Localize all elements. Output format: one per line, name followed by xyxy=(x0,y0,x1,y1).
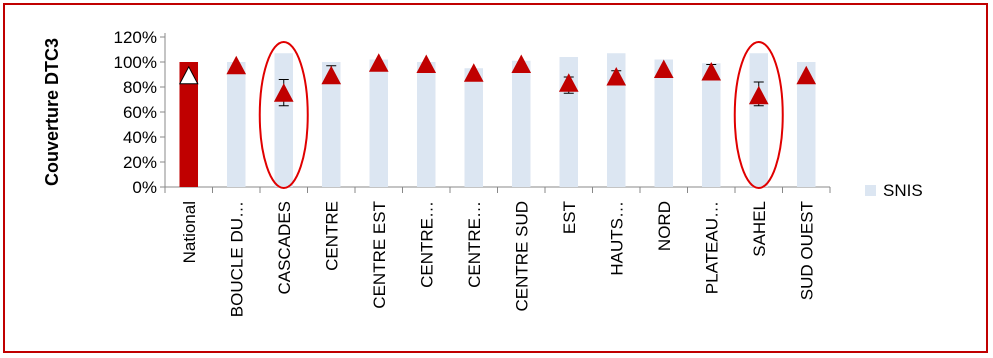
x-category-label: CASCADES xyxy=(275,201,294,295)
marker-triangle xyxy=(796,65,817,85)
marker-triangle xyxy=(558,73,579,92)
y-tick-label: 120% xyxy=(114,28,157,47)
x-category-label: SUD OUEST xyxy=(797,201,816,300)
bar-boucle-du xyxy=(226,62,246,187)
x-category-label: CENTRE xyxy=(322,201,341,271)
marker-triangle xyxy=(273,83,294,102)
bar-centre-est xyxy=(369,59,389,187)
x-category-label: National xyxy=(180,201,199,263)
x-category-label: BOUCLE DU… xyxy=(227,201,246,317)
x-category-label: EST xyxy=(560,201,579,234)
x-category-label: NORD xyxy=(655,201,674,251)
marker-triangle xyxy=(511,54,532,74)
bar-centre-sud xyxy=(511,60,531,187)
marker-triangle xyxy=(178,65,199,85)
bar-centre xyxy=(464,68,484,187)
marker-triangle xyxy=(463,63,484,82)
bar-plateau xyxy=(701,63,721,187)
x-category-label: CENTRE… xyxy=(417,201,436,288)
y-axis-label: Couverture DTC3 xyxy=(42,38,62,186)
y-tick-label: 60% xyxy=(123,103,157,122)
x-category-label: SAHEL xyxy=(750,201,769,257)
y-tick-label: 80% xyxy=(123,78,157,97)
x-category-label: CENTRE EST xyxy=(370,201,389,309)
bar-sud-ouest xyxy=(796,62,816,187)
y-tick-label: 40% xyxy=(123,128,157,147)
highlight-ellipse xyxy=(733,41,784,189)
x-category-label: CENTRE… xyxy=(465,201,484,288)
x-category-label: CENTRE SUD xyxy=(512,201,531,312)
marker-triangle xyxy=(416,54,437,74)
y-tick-label: 100% xyxy=(114,53,157,72)
legend-swatch xyxy=(865,185,876,196)
bar-centre xyxy=(416,62,436,187)
x-category-label: PLATEAU… xyxy=(702,201,721,294)
marker-triangle xyxy=(368,53,389,72)
chart-frame: Couverture DTC3 0% 20% 40% 60% 80% 100% 120% Nat… xyxy=(3,3,988,353)
marker-triangle xyxy=(748,85,769,105)
marker-triangle xyxy=(606,66,627,86)
marker-triangle xyxy=(701,61,722,81)
bar-sahel xyxy=(749,53,769,187)
bar-centre xyxy=(321,62,341,187)
marker-triangle xyxy=(226,55,247,75)
y-tick-label: 0% xyxy=(132,178,157,197)
x-category-label: HAUTS… xyxy=(607,201,626,276)
y-tick-label: 20% xyxy=(123,153,157,172)
legend-label: SNIS xyxy=(883,181,923,200)
marker-triangle xyxy=(321,65,342,85)
bar-national xyxy=(179,62,199,187)
coverage-chart: Couverture DTC3 0% 20% 40% 60% 80% 100% 120% Nat… xyxy=(42,28,923,317)
bar-cascades xyxy=(274,53,294,187)
bar-nord xyxy=(654,59,674,187)
highlight-ellipse xyxy=(258,41,309,189)
bar-hauts xyxy=(606,53,626,187)
marker-triangle xyxy=(653,59,674,79)
